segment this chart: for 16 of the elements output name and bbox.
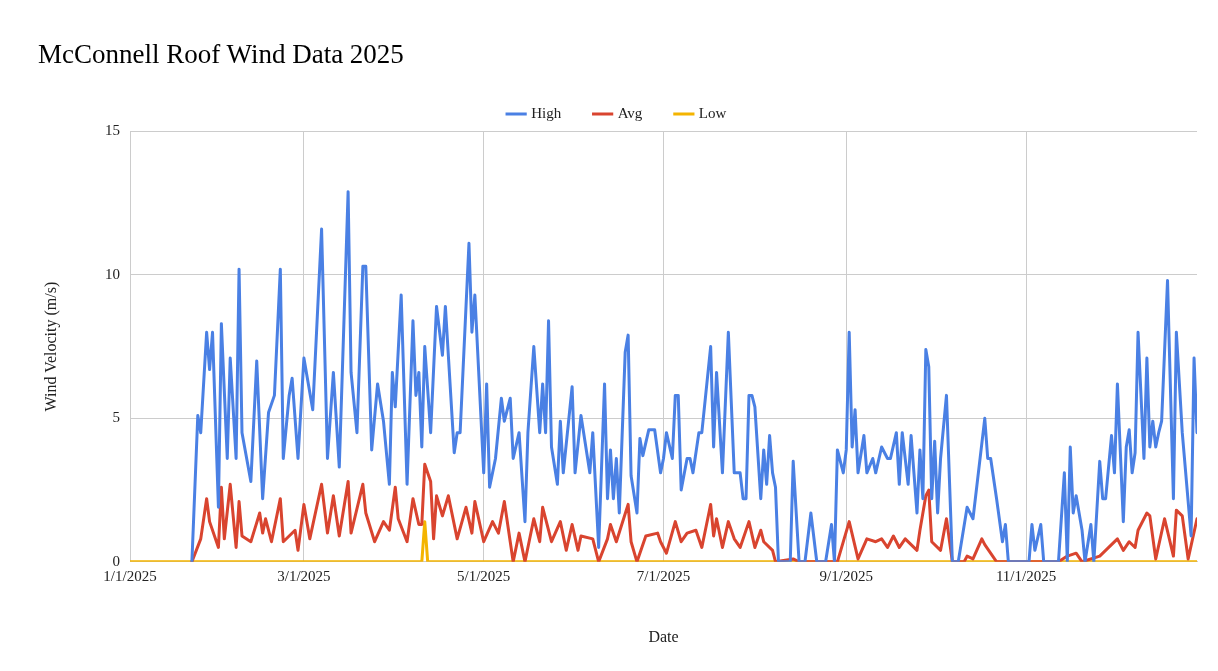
y-tick-label: 5 xyxy=(112,409,120,426)
x-tick-label: 9/1/2025 xyxy=(819,567,873,584)
y-tick-label: 0 xyxy=(112,552,120,569)
chart-title: McConnell Roof Wind Data 2025 xyxy=(38,39,404,70)
x-tick-label: 5/1/2025 xyxy=(457,567,511,584)
x-tick-label: 11/1/2025 xyxy=(995,567,1057,584)
x-tick-label: 3/1/2025 xyxy=(277,567,331,584)
y-tick-label: 10 xyxy=(105,265,120,282)
x-tick-label: 1/1/2025 xyxy=(103,567,157,584)
legend-label: High xyxy=(531,104,562,121)
legend-label: Avg xyxy=(617,104,643,121)
x-axis-title: Date xyxy=(648,627,679,645)
legend-label: Low xyxy=(698,104,727,121)
y-axis-title: Wind Velocity (m/s) xyxy=(41,281,60,412)
x-tick-label: 7/1/2025 xyxy=(636,567,691,584)
y-tick-label: 15 xyxy=(105,122,120,139)
